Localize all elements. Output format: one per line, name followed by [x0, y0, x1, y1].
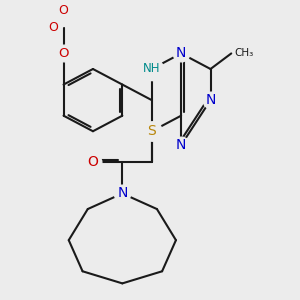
Text: N: N [176, 46, 186, 60]
Text: S: S [147, 124, 156, 138]
Text: O: O [58, 47, 69, 60]
Text: O: O [49, 21, 58, 34]
Text: N: N [205, 93, 216, 107]
Text: N: N [176, 138, 186, 152]
Text: O: O [88, 155, 98, 170]
Text: N: N [117, 187, 128, 200]
Text: NH: NH [143, 62, 160, 76]
Text: O: O [58, 4, 68, 17]
Text: O: O [64, 26, 65, 28]
Text: CH₃: CH₃ [235, 48, 254, 59]
